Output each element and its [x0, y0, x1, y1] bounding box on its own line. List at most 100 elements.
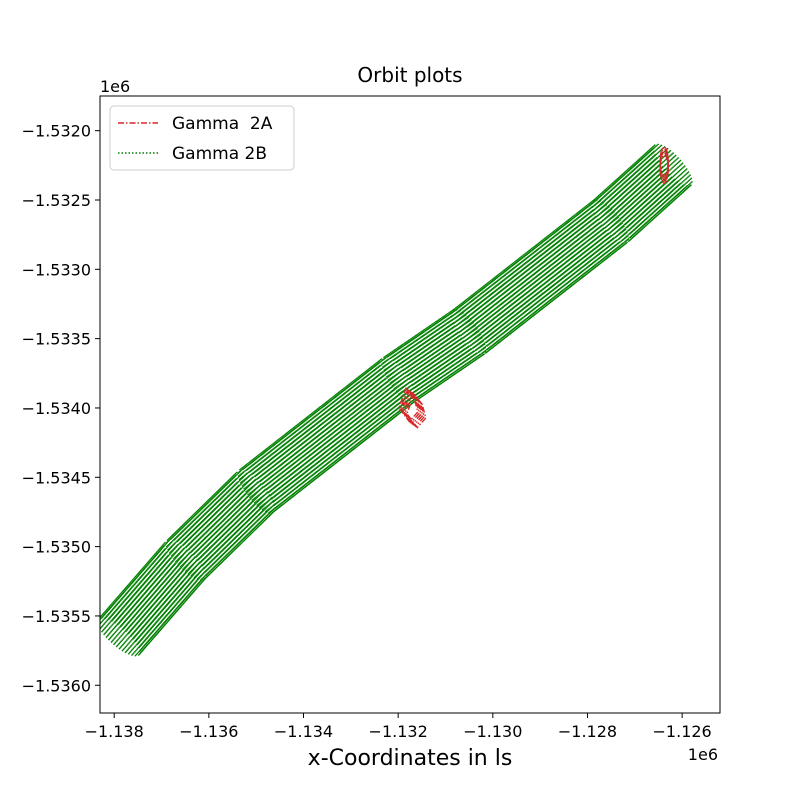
gamma-2b-orbit-loop [131, 577, 175, 618]
gamma-2b-orbit-loop [108, 604, 152, 644]
gamma-2b-orbit-loop [217, 487, 259, 530]
y-tick-label: −1.5355 [22, 607, 91, 626]
gamma-2b-orbit-loop [396, 345, 432, 393]
gamma-2b-orbit-loop [154, 551, 198, 591]
gamma-2b-orbit-loop [563, 220, 602, 266]
gamma-2b-orbit-loop [381, 356, 417, 404]
gamma-2b-orbit-loop [454, 306, 492, 352]
gamma-2b-orbit-loop [492, 275, 531, 322]
gamma-2b-orbit-loop [600, 190, 641, 234]
gamma-2b-orbit-loop [478, 287, 517, 333]
gamma-2b-orbit-loop [167, 536, 209, 579]
gamma-2b-orbit-loop [295, 423, 333, 469]
gamma-2b-orbit-loop [145, 561, 190, 601]
x-axis-ticks: −1.138 −1.136 −1.134 −1.132 −1.130 −1.128 −1.1… [85, 713, 712, 741]
gamma-2b-orbit-loop [341, 387, 380, 433]
gamma-2b-orbit-loop [136, 571, 181, 611]
gamma-2b-orbit-loop [158, 546, 203, 586]
gamma-2b-orbit-loop [603, 187, 644, 232]
gamma-2b-orbit-loop [415, 333, 451, 381]
gamma-2b-orbit-loop [534, 243, 573, 289]
gamma-2b-orbit-loop [117, 593, 162, 634]
gamma-2b-orbit-loop [184, 519, 226, 562]
gamma-2b-orbit-loop [413, 333, 450, 381]
y-axis-ticks: −1.5320 −1.5325 −1.5330 −1.5335 −1.5340 −1.53… [22, 122, 100, 695]
gamma-2b-orbit-loop [195, 509, 237, 552]
gamma-2b-orbit-loop [480, 285, 519, 331]
gamma-2b-orbit-loop [466, 296, 504, 342]
gamma-2b-orbit-loop [551, 230, 590, 276]
gamma-2b-orbit-loop [432, 321, 468, 369]
gamma-2b-orbit-loop [363, 369, 402, 416]
gamma-2b-orbit-loop [307, 413, 345, 460]
gamma-2b-orbit-loop [448, 310, 484, 358]
gamma-2b-orbit-loop [527, 249, 565, 295]
gamma-2b-orbit-loop [269, 443, 308, 489]
gamma-2b-orbit-loop [647, 148, 688, 192]
gamma-2b-orbit-loop [455, 305, 493, 351]
gamma-2b-orbit-loop [100, 616, 142, 656]
gamma-2b-orbit-loop [317, 406, 355, 452]
gamma-2b-orbit-loop [459, 301, 498, 348]
gamma-2b-orbit-loop [519, 255, 557, 301]
gamma-2b-orbit-loop [147, 558, 192, 599]
gamma-2b-orbit-loop [408, 337, 444, 385]
series-gamma-2a [398, 146, 669, 429]
gamma-2b-orbit-loop [649, 146, 690, 190]
gamma-2b-orbit-loop [632, 161, 673, 205]
x-tick-label: −1.138 [85, 722, 144, 741]
gamma-2b-orbit-loop [467, 295, 506, 341]
gamma-2b-orbit-loop [353, 377, 392, 423]
gamma-2b-orbit-loop [614, 178, 655, 222]
gamma-2b-orbit-loop [266, 445, 304, 492]
gamma-2b-orbit-loop [242, 464, 280, 511]
gamma-2b-orbit-loop [228, 476, 270, 519]
gamma-2b-orbit-loop [274, 439, 312, 486]
gamma-2b-orbit-loop [120, 590, 164, 630]
gamma-2b-orbit-loop [349, 381, 387, 427]
gamma-2b-orbit-loop [525, 250, 563, 297]
gamma-2b-orbit-loop [393, 348, 429, 396]
gamma-2b-orbit-loop [629, 164, 670, 208]
gamma-2b-orbit-loop [619, 173, 660, 217]
gamma-2b-orbit-loop [239, 466, 278, 512]
gamma-2a-orbit-trace [401, 389, 422, 426]
gamma-2b-orbit-loop [428, 323, 465, 371]
gamma-2b-orbit-loop [125, 584, 170, 624]
gamma-2b-orbit-loop [257, 452, 296, 499]
gamma-2b-orbit-loop [568, 217, 606, 263]
gamma-2b-orbit-loop [635, 159, 675, 203]
gamma-2b-orbit-loop [387, 352, 423, 400]
gamma-2b-orbit-loop [447, 310, 483, 358]
gamma-2b-orbit-loop [561, 222, 599, 268]
gamma-2b-orbit-loop [543, 236, 582, 282]
gamma-2b-orbit-loop [310, 411, 349, 457]
gamma-2b-orbit-loop [502, 268, 541, 314]
gamma-2b-orbit-loop [101, 611, 146, 652]
gamma-2b-orbit-loop [476, 288, 514, 335]
gamma-2b-orbit-loop [143, 564, 187, 604]
gamma-2b-orbit-loop [119, 591, 163, 631]
gamma-2b-orbit-loop [638, 156, 679, 201]
gamma-2b-orbit-loop [315, 407, 353, 454]
gamma-2b-orbit-loop [100, 617, 141, 657]
x-tick-label: −1.136 [179, 722, 238, 741]
gamma-2b-orbit-loop [281, 433, 320, 480]
gamma-2b-orbit-loop [596, 194, 637, 238]
gamma-2b-orbit-loop [254, 455, 292, 501]
gamma-2b-orbit-loop [565, 218, 604, 265]
gamma-2b-orbit-loop [203, 501, 245, 544]
gamma-2b-orbit-loop [264, 447, 302, 493]
gamma-2b-orbit-loop [268, 444, 307, 490]
chart-title: Orbit plots [357, 63, 462, 87]
gamma-2b-orbit-loop [161, 543, 206, 583]
gamma-2b-orbit-loop [425, 326, 461, 374]
gamma-2b-orbit-loop [431, 322, 467, 370]
gamma-2b-orbit-loop [356, 375, 394, 422]
gamma-2b-orbit-loop [155, 550, 199, 590]
gamma-2a-orbit-trace [398, 386, 419, 423]
gamma-2b-orbit-loop [643, 152, 684, 196]
gamma-2b-orbit-loop [406, 338, 443, 386]
gamma-2b-orbit-loop [103, 609, 148, 649]
gamma-2b-orbit-loop [160, 544, 205, 584]
